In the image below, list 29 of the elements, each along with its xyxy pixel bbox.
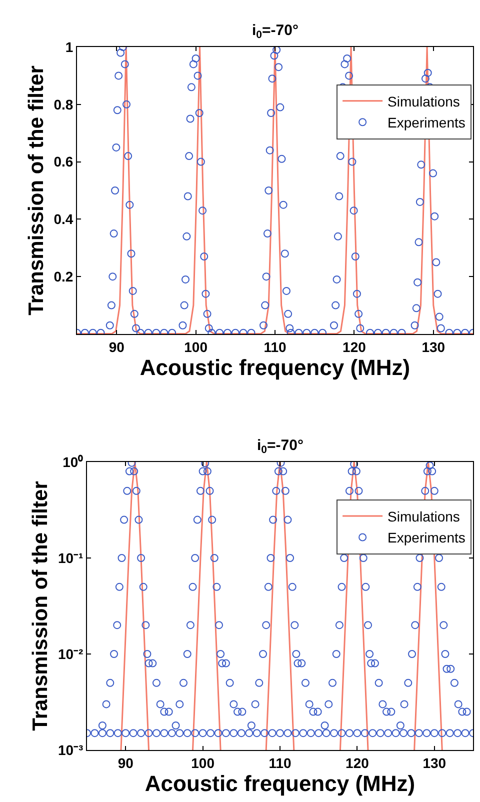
legend-label: Experiments (388, 114, 466, 131)
chart-title: i$_{0}$=-70° (257, 437, 304, 456)
y-axis-title: Transmission of the filter (29, 481, 52, 731)
x-tick-label: 90 (118, 754, 134, 771)
x-axis-title: Acoustic frequency (MHz) (140, 354, 410, 380)
x-tick-label: 130 (422, 754, 446, 771)
x-tick-label: 100 (184, 338, 208, 355)
y-tick-label: 10⁻² (58, 646, 84, 662)
x-tick-label: 120 (342, 338, 366, 355)
legend-label: Simulations (388, 93, 460, 110)
y-tick-label: 10⁰ (62, 454, 84, 470)
x-tick-label: 110 (264, 338, 287, 355)
legend-label: Simulations (388, 508, 460, 524)
legend-label: Experiments (388, 530, 466, 546)
y-tick-label: 0.8 (54, 96, 74, 112)
y-tick-label: 0.2 (54, 268, 74, 284)
chart-title: i$_{0}$=-70° (252, 22, 298, 42)
y-tick-label: 10⁻³ (58, 742, 84, 758)
y-tick-label: 1 (65, 38, 74, 55)
x-axis-title: Acoustic frequency (MHz) (144, 770, 416, 796)
x-tick-label: 90 (108, 338, 125, 355)
x-tick-label: 110 (268, 754, 292, 771)
x-tick-label: 100 (191, 754, 215, 771)
x-tick-label: 130 (422, 338, 446, 355)
y-axis-title: Transmission of the filter (24, 66, 48, 316)
y-tick-label: 10⁻¹ (58, 550, 84, 566)
y-tick-label: 0.4 (54, 211, 74, 228)
y-tick-label: 0.6 (54, 154, 74, 170)
x-tick-label: 120 (346, 754, 370, 771)
